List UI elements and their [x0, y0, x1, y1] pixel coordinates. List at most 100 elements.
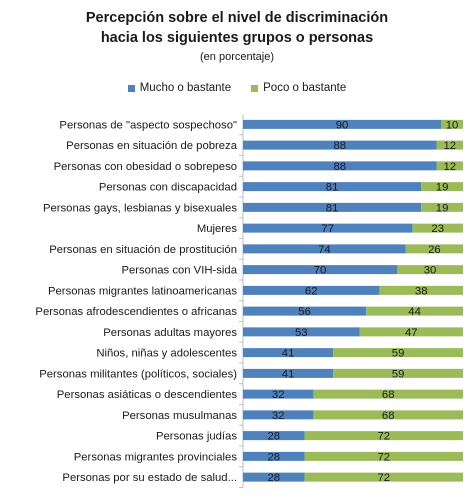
bar-mucho	[243, 327, 360, 337]
bar-poco	[313, 410, 463, 420]
category-label: Personas migrantes latinoamericanas	[48, 285, 237, 297]
category-label: Personas musulmanas	[122, 410, 237, 422]
bar-poco	[333, 368, 463, 378]
data-label-mucho: 28	[268, 472, 281, 484]
category-label: Personas asiáticas o descendientes	[57, 389, 238, 401]
bar-mucho	[243, 265, 397, 275]
category-label: Niños, niñas y adolescentes	[96, 348, 237, 360]
bar-mucho	[243, 389, 314, 399]
legend-item-mucho: Mucho o bastante	[127, 82, 232, 94]
category-label: Personas en situación de prostitución	[49, 244, 237, 256]
bar-poco	[421, 202, 463, 212]
legend-swatch-poco	[251, 84, 259, 92]
category-label: Personas por su estado de salud...	[62, 472, 237, 484]
bar-mucho	[243, 182, 422, 192]
data-label-poco: 68	[382, 389, 395, 401]
data-label-mucho: 62	[305, 285, 318, 297]
bar-mucho	[243, 119, 441, 129]
bar-poco	[304, 472, 463, 482]
bar-mucho	[243, 410, 314, 420]
data-label-poco: 23	[431, 223, 444, 235]
bar-mucho	[243, 223, 413, 233]
bar-poco	[333, 348, 463, 358]
data-label-poco: 30	[424, 265, 437, 277]
legend-item-poco: Poco o bastante	[251, 82, 346, 94]
legend-swatch-mucho	[127, 84, 135, 92]
data-label-poco: 59	[392, 348, 405, 360]
category-label: Personas afrodescendientes o africanas	[35, 306, 237, 318]
chart-title: Percepción sobre el nivel de discriminac…	[85, 10, 389, 26]
category-label: Personas gays, lesbianas y bisexuales	[43, 202, 237, 214]
category-label: Personas con discapacidad	[99, 182, 237, 194]
data-label-poco: 19	[436, 202, 449, 214]
data-label-poco: 68	[382, 410, 395, 422]
data-label-poco: 38	[415, 285, 428, 297]
bar-poco	[359, 327, 463, 337]
bar-poco	[436, 161, 463, 171]
data-label-poco: 19	[436, 182, 449, 194]
category-label: Personas adultas mayores	[103, 327, 237, 339]
legend-label-poco: Poco o bastante	[263, 82, 347, 94]
data-label-poco: 26	[428, 244, 441, 256]
bar-mucho	[243, 161, 437, 171]
data-label-mucho: 28	[268, 451, 281, 463]
bar-poco	[304, 451, 463, 461]
bar-mucho	[243, 285, 380, 295]
data-label-poco: 72	[378, 451, 391, 463]
bar-mucho	[243, 472, 305, 482]
chart-legend: Mucho o bastante Poco o bastante	[0, 82, 474, 94]
bar-mucho	[243, 451, 305, 461]
bar-poco	[412, 223, 463, 233]
data-label-mucho: 90	[336, 119, 349, 131]
bar-mucho	[243, 244, 406, 254]
data-label-mucho: 70	[314, 265, 327, 277]
bar-poco	[397, 265, 463, 275]
data-label-poco: 72	[378, 472, 391, 484]
data-label-mucho: 53	[295, 327, 308, 339]
category-label: Personas judías	[156, 431, 237, 443]
data-label-mucho: 81	[326, 202, 339, 214]
bar-mucho	[243, 140, 437, 150]
bar-mucho	[243, 348, 334, 358]
category-label: Mujeres	[197, 223, 238, 235]
data-label-poco: 72	[378, 431, 391, 443]
bar-poco	[436, 140, 463, 150]
bar-poco	[366, 306, 463, 316]
bar-poco	[421, 182, 463, 192]
data-label-mucho: 28	[268, 431, 281, 443]
category-label: Personas con VIH-sida	[121, 265, 237, 277]
data-label-mucho: 41	[282, 348, 295, 360]
data-label-mucho: 81	[326, 182, 339, 194]
category-label: Personas en situación de pobreza	[66, 140, 238, 152]
category-label: Personas con obesidad o sobrepeso	[54, 161, 237, 173]
chart-subtitle: (en porcentaje)	[200, 51, 274, 63]
data-label-poco: 47	[405, 327, 418, 339]
data-label-mucho: 88	[334, 161, 347, 173]
bar-poco	[379, 285, 463, 295]
legend-label-mucho: Mucho o bastante	[139, 82, 232, 94]
data-label-mucho: 56	[298, 306, 311, 318]
category-label: Personas militantes (políticos, sociales…	[39, 368, 237, 380]
bar-poco	[304, 431, 463, 441]
bar-mucho	[243, 368, 334, 378]
bar-poco	[313, 389, 463, 399]
data-label-poco: 44	[408, 306, 421, 318]
data-label-mucho: 41	[282, 368, 295, 380]
data-label-poco: 12	[444, 140, 457, 152]
bar-poco	[441, 119, 463, 129]
chart-title-line-2: hacia los siguientes grupos o personas	[100, 30, 374, 46]
category-label: Personas de "aspecto sospechoso"	[59, 119, 237, 131]
data-label-mucho: 32	[272, 410, 285, 422]
bar-mucho	[243, 306, 367, 316]
data-label-mucho: 74	[318, 244, 331, 256]
category-label: Personas migrantes provinciales	[74, 451, 238, 463]
data-label-mucho: 32	[272, 389, 285, 401]
data-label-poco: 12	[444, 161, 457, 173]
bar-mucho	[243, 202, 422, 212]
bar-mucho	[243, 431, 305, 441]
data-label-mucho: 77	[321, 223, 334, 235]
data-label-poco: 10	[446, 119, 459, 131]
data-label-mucho: 88	[334, 140, 347, 152]
bar-poco	[405, 244, 463, 254]
